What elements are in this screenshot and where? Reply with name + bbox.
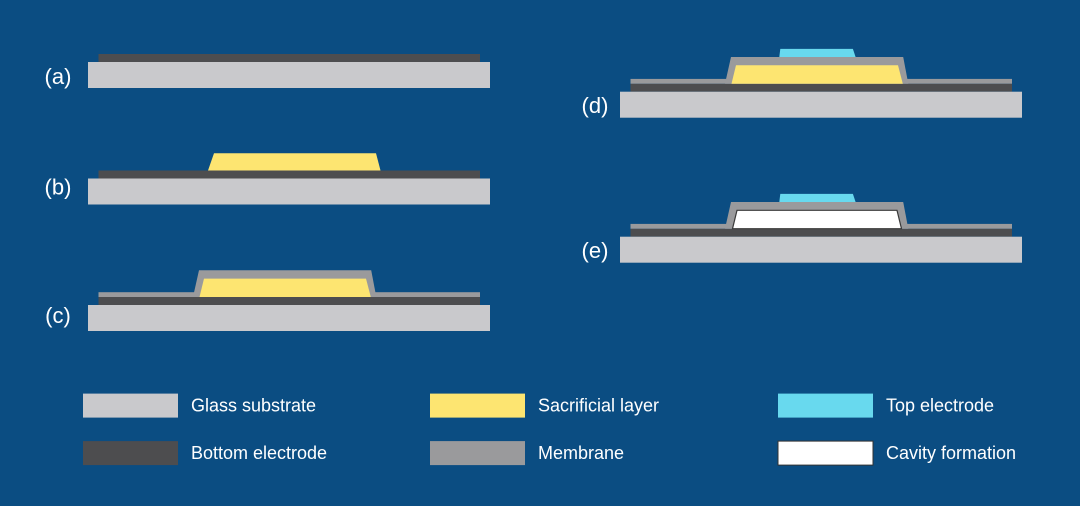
svg-text:(b): (b) — [45, 175, 72, 200]
svg-text:Cavity formation: Cavity formation — [886, 443, 1016, 463]
svg-text:(d): (d) — [582, 93, 609, 118]
svg-text:Glass substrate: Glass substrate — [191, 396, 316, 416]
svg-text:Sacrificial layer: Sacrificial layer — [538, 396, 659, 416]
svg-text:(e): (e) — [582, 238, 609, 263]
svg-text:(a): (a) — [45, 64, 72, 89]
svg-text:Membrane: Membrane — [538, 443, 624, 463]
svg-text:Top electrode: Top electrode — [886, 396, 994, 416]
svg-text:(c): (c) — [45, 303, 71, 328]
svg-text:Bottom electrode: Bottom electrode — [191, 443, 327, 463]
